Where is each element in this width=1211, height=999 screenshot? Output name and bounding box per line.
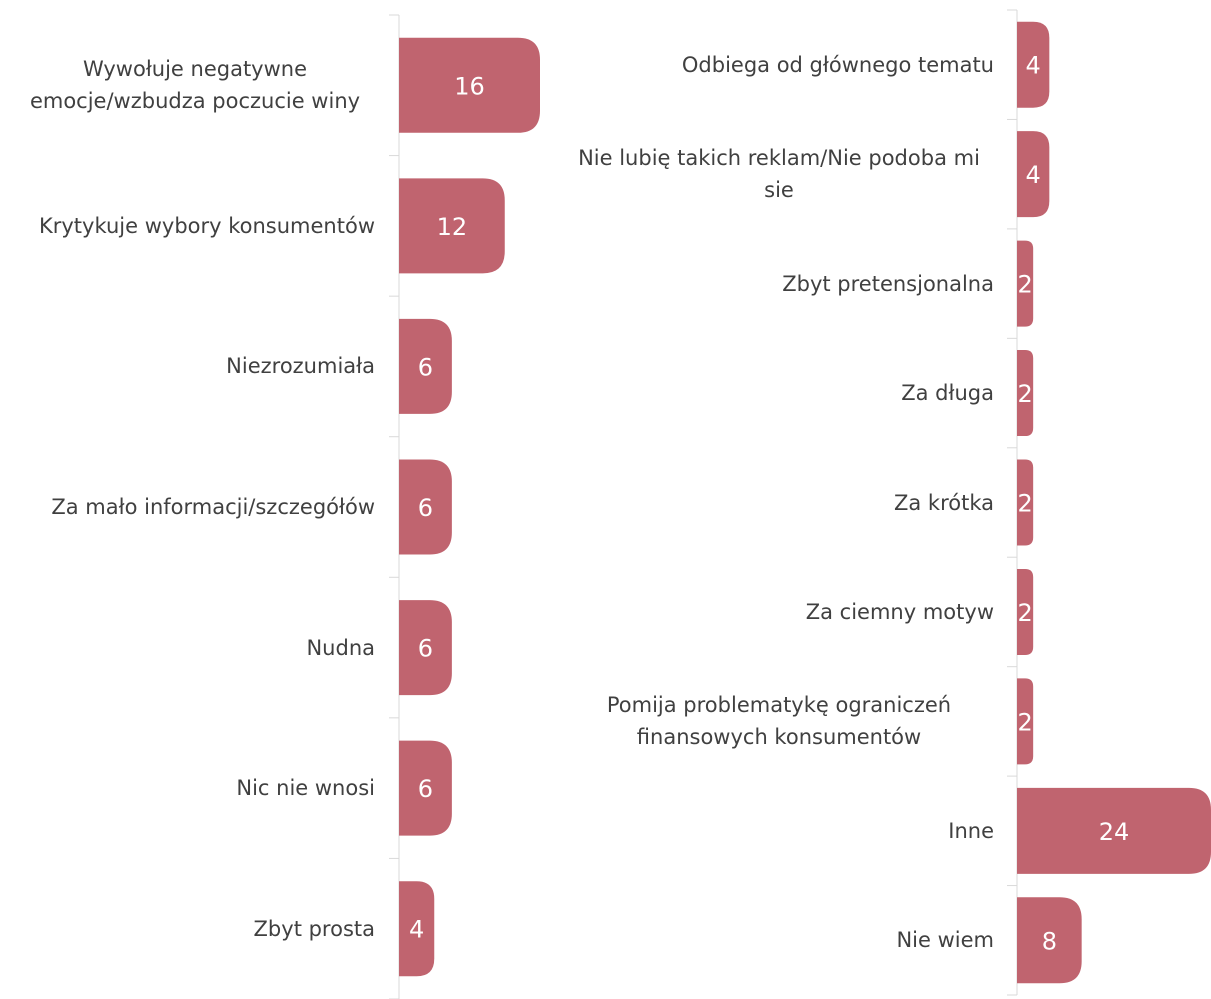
bar bbox=[1017, 459, 1034, 546]
category-text: Za krótka bbox=[893, 490, 994, 515]
bar bbox=[399, 740, 452, 836]
data-label: 6 bbox=[418, 494, 433, 522]
bar bbox=[399, 178, 505, 274]
category-text: Nic nie wnosi bbox=[236, 776, 375, 801]
category-text: Wywołuje negatywne emocje/wzbudza poczuc… bbox=[29, 57, 361, 114]
data-label: 8 bbox=[1042, 927, 1057, 955]
bar bbox=[399, 318, 452, 414]
data-label: 4 bbox=[409, 916, 424, 944]
bar bbox=[1017, 897, 1082, 984]
category-text: Niezrozumiała bbox=[226, 354, 375, 379]
data-label: 12 bbox=[437, 213, 468, 241]
data-label: 2 bbox=[1017, 271, 1032, 299]
category-label: Nudna bbox=[15, 632, 375, 664]
category-label: Nie wiem bbox=[564, 924, 994, 956]
category-label: Za mało informacji/szczegółów bbox=[15, 491, 375, 523]
category-label: Nic nie wnosi bbox=[15, 772, 375, 804]
bar bbox=[399, 881, 435, 977]
data-label: 6 bbox=[418, 775, 433, 803]
data-label: 2 bbox=[1017, 490, 1032, 518]
category-text: Nudna bbox=[306, 635, 375, 660]
category-text: Za ciemny motyw bbox=[805, 599, 994, 624]
category-label: Za krótka bbox=[564, 487, 994, 519]
category-label: Zbyt pretensjonalna bbox=[564, 268, 994, 300]
category-text: Inne bbox=[948, 818, 994, 843]
bar bbox=[1017, 678, 1034, 765]
data-label: 6 bbox=[418, 353, 433, 381]
category-label: Za ciemny motyw bbox=[564, 596, 994, 628]
bar bbox=[1017, 350, 1034, 437]
data-label: 4 bbox=[1026, 161, 1041, 189]
data-label: 2 bbox=[1017, 380, 1032, 408]
data-label: 4 bbox=[1026, 52, 1041, 80]
bar bbox=[1017, 131, 1050, 218]
category-label: Odbiega od głównego tematu bbox=[564, 49, 994, 81]
bar bbox=[399, 37, 540, 133]
bar bbox=[1017, 21, 1050, 108]
bar bbox=[1017, 240, 1034, 327]
category-text: Odbiega od głównego tematu bbox=[681, 52, 994, 77]
category-label: Zbyt prosta bbox=[15, 913, 375, 945]
category-text: Nie lubię takich reklam/Nie podoba mi si… bbox=[578, 146, 980, 203]
category-text: Zbyt pretensjonalna bbox=[782, 271, 994, 296]
category-label: Krytykuje wybory konsumentów bbox=[15, 210, 375, 242]
category-label: Nie lubię takich reklam/Nie podoba mi si… bbox=[564, 142, 994, 206]
category-text: Za długa bbox=[901, 381, 994, 406]
category-text: Krytykuje wybory konsumentów bbox=[38, 213, 375, 238]
bar bbox=[1017, 787, 1211, 874]
category-label: Niezrozumiała bbox=[15, 350, 375, 382]
bar bbox=[1017, 568, 1034, 655]
category-label: Wywołuje negatywne emocje/wzbudza poczuc… bbox=[15, 53, 375, 117]
data-label: 16 bbox=[454, 72, 485, 100]
category-text: Za mało informacji/szczegółów bbox=[51, 495, 375, 519]
data-label: 24 bbox=[1099, 818, 1130, 846]
category-text: Pomija problematykę ograniczeń finansowy… bbox=[606, 693, 952, 750]
data-label: 2 bbox=[1017, 708, 1032, 736]
category-label: Pomija problematykę ograniczeń finansowy… bbox=[564, 689, 994, 753]
category-text: Nie wiem bbox=[896, 928, 994, 953]
bar bbox=[399, 600, 452, 696]
category-text: Zbyt prosta bbox=[253, 916, 375, 941]
data-label: 2 bbox=[1017, 599, 1032, 627]
bar bbox=[399, 459, 452, 555]
data-label: 6 bbox=[418, 635, 433, 663]
category-label: Inne bbox=[564, 815, 994, 847]
category-label: Za długa bbox=[564, 377, 994, 409]
